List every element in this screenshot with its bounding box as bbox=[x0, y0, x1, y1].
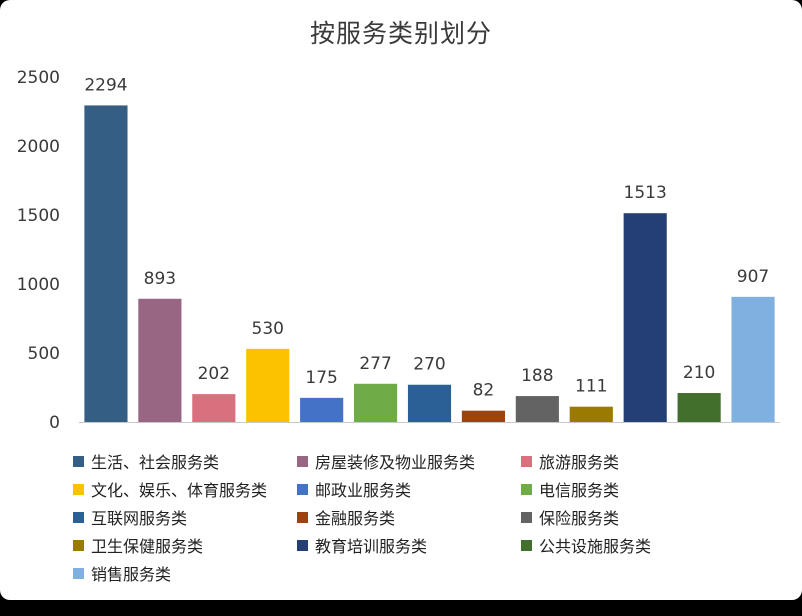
data-label-1: 2294 bbox=[84, 75, 127, 95]
bar-10 bbox=[569, 406, 613, 422]
data-label-10: 111 bbox=[575, 377, 607, 397]
bar-9 bbox=[515, 396, 559, 422]
data-label-6: 277 bbox=[359, 354, 391, 374]
bar-11 bbox=[623, 213, 667, 422]
data-label-5: 175 bbox=[305, 368, 337, 388]
bar-7 bbox=[407, 384, 452, 422]
bar-6 bbox=[354, 383, 398, 422]
bar-13 bbox=[731, 296, 775, 422]
data-label-8: 82 bbox=[473, 381, 495, 401]
data-label-7: 270 bbox=[413, 355, 445, 375]
y-tick-label-500: 500 bbox=[28, 344, 60, 364]
y-tick-label-1500: 1500 bbox=[17, 206, 60, 226]
bar-4 bbox=[246, 348, 290, 422]
bar-12 bbox=[677, 393, 721, 422]
data-label-4: 530 bbox=[252, 319, 284, 339]
bar-3 bbox=[192, 394, 236, 422]
data-label-3: 202 bbox=[198, 364, 230, 384]
data-label-12: 210 bbox=[683, 363, 715, 383]
data-label-11: 1513 bbox=[624, 183, 667, 203]
y-tick-label-0: 0 bbox=[49, 413, 60, 433]
data-label-2: 893 bbox=[144, 269, 176, 289]
y-tick-label-1000: 1000 bbox=[17, 275, 60, 295]
bar-2 bbox=[138, 298, 182, 422]
bar-chart: 0 500 1000 1500 2000 2500 2294 893 202 530 175 277 2… bbox=[17, 68, 780, 433]
y-tick-label-2000: 2000 bbox=[17, 137, 60, 157]
chart-frame: 按服务类别划分 0 500 1000 1500 2000 2500 2294 893 202 53… bbox=[0, 0, 802, 600]
bar-5 bbox=[300, 397, 344, 422]
chart-title: 按服务类别划分 bbox=[309, 19, 492, 48]
bar-8 bbox=[461, 410, 505, 422]
data-label-13: 907 bbox=[737, 267, 769, 287]
y-tick-label-2500: 2500 bbox=[17, 68, 60, 88]
bar-1 bbox=[84, 105, 128, 422]
data-label-9: 188 bbox=[521, 366, 553, 386]
